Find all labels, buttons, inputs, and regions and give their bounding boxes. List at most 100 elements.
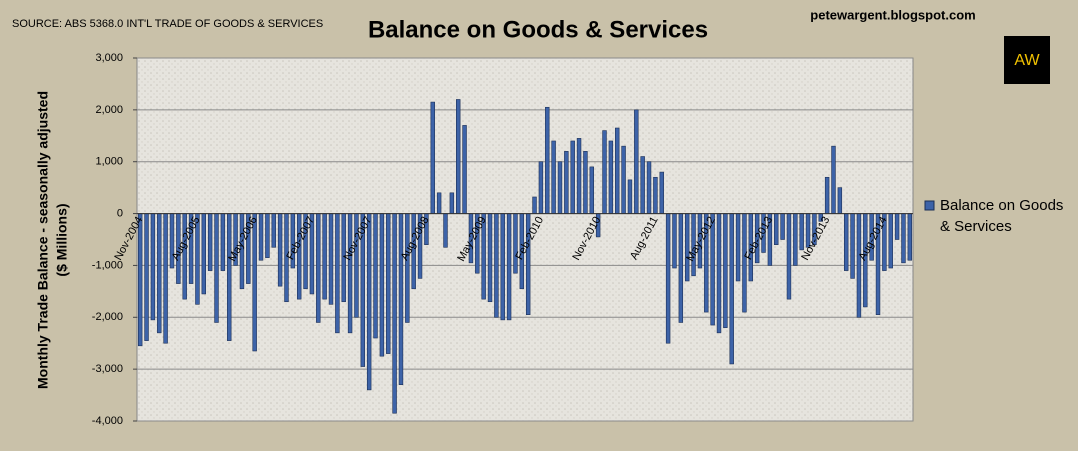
bar	[392, 213, 397, 414]
bar	[557, 161, 563, 214]
legend-swatch	[924, 200, 935, 211]
bar	[405, 213, 410, 323]
bar	[793, 213, 798, 266]
bar	[316, 213, 321, 323]
bar	[347, 213, 353, 334]
bar	[824, 176, 830, 214]
bar	[665, 213, 671, 344]
bar	[653, 176, 658, 214]
y-tick-label: 1,000	[95, 156, 123, 168]
y-tick-label: -1,000	[92, 259, 123, 271]
bar	[850, 213, 855, 279]
bar	[379, 213, 385, 357]
bar	[723, 213, 728, 328]
bar	[449, 192, 455, 214]
y-tick-label: 0	[117, 207, 123, 219]
y-tick-label: -4,000	[92, 415, 123, 427]
bar	[538, 161, 544, 214]
bar	[137, 213, 143, 347]
bar	[373, 213, 378, 339]
legend-label: Balance on Goods & Services	[940, 197, 1064, 235]
bar	[570, 140, 575, 214]
bar	[456, 99, 461, 214]
y-tick-label: 2,000	[95, 104, 123, 116]
website: petewargent.blogspot.com	[810, 7, 975, 22]
bar	[494, 213, 499, 318]
bar	[513, 213, 518, 274]
y-tick-label: -2,000	[92, 311, 123, 323]
bar	[888, 213, 893, 269]
bar	[742, 213, 747, 313]
bar	[163, 213, 168, 344]
bar	[774, 213, 779, 245]
bar	[328, 213, 334, 305]
bar	[150, 213, 156, 321]
y-tick-label: -3,000	[92, 363, 123, 375]
bar	[583, 151, 588, 214]
bar	[252, 213, 257, 352]
bar	[545, 106, 550, 214]
bar	[430, 101, 435, 214]
bar	[634, 109, 639, 214]
bar	[844, 213, 849, 271]
bar	[837, 187, 843, 214]
bar	[322, 213, 327, 300]
source-note: SOURCE: ABS 5368.0 INT'L TRADE OF GOODS …	[12, 18, 323, 30]
bar	[602, 130, 607, 214]
bar	[201, 213, 206, 295]
bar	[615, 127, 620, 214]
bar	[659, 171, 664, 214]
bar	[271, 213, 276, 248]
logo-box	[1004, 36, 1050, 84]
bar	[684, 213, 690, 282]
bar	[487, 213, 493, 303]
bar	[144, 213, 149, 341]
bar	[214, 213, 219, 323]
bar	[576, 138, 582, 214]
bar	[640, 156, 645, 214]
bar	[277, 213, 283, 287]
bar	[678, 213, 684, 323]
bar	[901, 213, 906, 264]
bar	[672, 213, 677, 269]
bar	[443, 213, 448, 248]
bar	[506, 213, 512, 321]
bar	[627, 179, 633, 214]
bar	[735, 213, 741, 282]
bar	[589, 166, 594, 214]
bar	[462, 125, 467, 214]
bar	[729, 213, 734, 365]
bar	[227, 213, 232, 341]
bar	[786, 213, 792, 300]
bar	[780, 213, 785, 240]
y-axis-title: ($ Millions)	[54, 203, 70, 276]
bar	[621, 145, 626, 214]
bar	[157, 213, 162, 334]
bar	[907, 213, 913, 261]
bar	[500, 213, 505, 321]
chart-title: Balance on Goods & Services	[368, 16, 708, 43]
bar	[265, 213, 270, 258]
bar	[551, 140, 556, 214]
bar	[532, 196, 537, 214]
bar	[799, 213, 804, 251]
bar	[436, 192, 442, 214]
y-tick-label: 3,000	[95, 52, 123, 64]
bar	[335, 213, 340, 334]
bar	[716, 213, 722, 334]
bar	[366, 213, 372, 391]
bar	[894, 213, 900, 240]
bar	[386, 213, 391, 354]
bar	[220, 213, 226, 271]
bar	[608, 140, 614, 214]
bar	[564, 151, 569, 214]
bar	[646, 161, 652, 214]
y-axis-title: Monthly Trade Balance - seasonally adjus…	[35, 91, 51, 389]
bar	[207, 213, 213, 271]
bar	[398, 213, 404, 385]
bar	[831, 145, 836, 214]
bar	[856, 213, 862, 318]
logo: AW	[1014, 52, 1040, 69]
